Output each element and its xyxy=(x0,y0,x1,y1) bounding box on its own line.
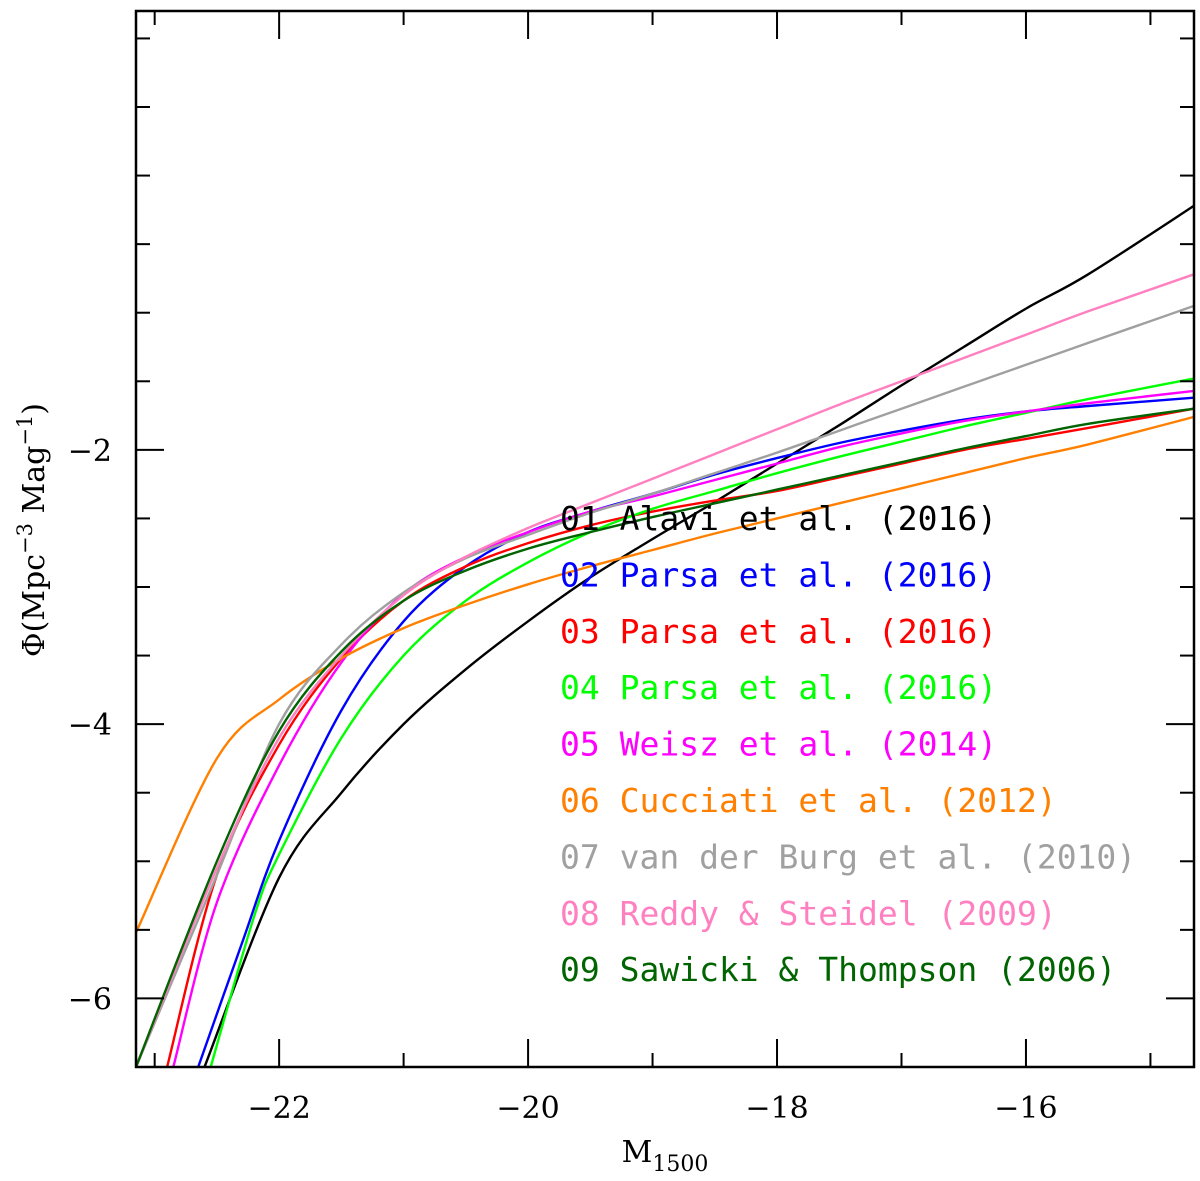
y-axis-label-mid: Mag xyxy=(17,446,52,523)
tick-labels-layer: −22 −20 −18 −16 −2 −4 −6 xyxy=(68,434,1058,1126)
series-line-03 xyxy=(165,407,1194,1067)
x-axis-label: M1500 xyxy=(622,1135,709,1177)
legend-entry-07: 07 van der Burg et al. (2010) xyxy=(560,837,1136,876)
series-line-04 xyxy=(209,377,1194,1067)
series-line-06 xyxy=(136,415,1194,934)
series-line-08 xyxy=(136,273,1194,1067)
x-tick-label: −16 xyxy=(994,1091,1057,1126)
x-axis-label-sub: 1500 xyxy=(652,1152,708,1177)
y-tick-label: −2 xyxy=(68,434,112,469)
legend-entry-02: 02 Parsa et al. (2016) xyxy=(560,555,997,594)
legend-entry-05: 05 Weisz et al. (2014) xyxy=(560,725,997,764)
legend-entry-01: 01 Alavi et al. (2016) xyxy=(560,499,997,538)
y-axis-label-sup2: −1 xyxy=(13,415,37,446)
series-line-01 xyxy=(203,204,1194,1067)
plot-frame xyxy=(134,9,1196,1069)
x-tick-label: −22 xyxy=(247,1091,310,1126)
x-tick-label: −20 xyxy=(496,1091,559,1126)
y-axis-label-end: ) xyxy=(17,403,52,415)
legend: 01 Alavi et al. (2016) 02 Parsa et al. (2… xyxy=(560,499,1136,989)
x-tick-label: −18 xyxy=(745,1091,808,1126)
y-axis-label-sup1: −3 xyxy=(13,523,37,554)
legend-entry-06: 06 Cucciati et al. (2012) xyxy=(560,781,1057,820)
x-axis-label-main: M xyxy=(622,1135,653,1170)
series-layer xyxy=(136,204,1194,1067)
series-line-07 xyxy=(136,304,1194,1067)
legend-entry-08: 08 Reddy & Steidel (2009) xyxy=(560,894,1057,933)
legend-entry-04: 04 Parsa et al. (2016) xyxy=(560,668,997,707)
y-axis-label: Φ(Mpc−3 Mag−1) xyxy=(13,403,52,657)
y-tick-label: −4 xyxy=(68,708,112,743)
series-line-09 xyxy=(136,407,1194,1067)
ticks-layer xyxy=(136,11,1194,1068)
y-tick-label: −6 xyxy=(68,982,112,1017)
legend-entry-03: 03 Parsa et al. (2016) xyxy=(560,612,997,651)
legend-entry-09: 09 Sawicki & Thompson (2006) xyxy=(560,950,1116,989)
y-axis-label-main: Φ(Mpc xyxy=(17,554,52,657)
